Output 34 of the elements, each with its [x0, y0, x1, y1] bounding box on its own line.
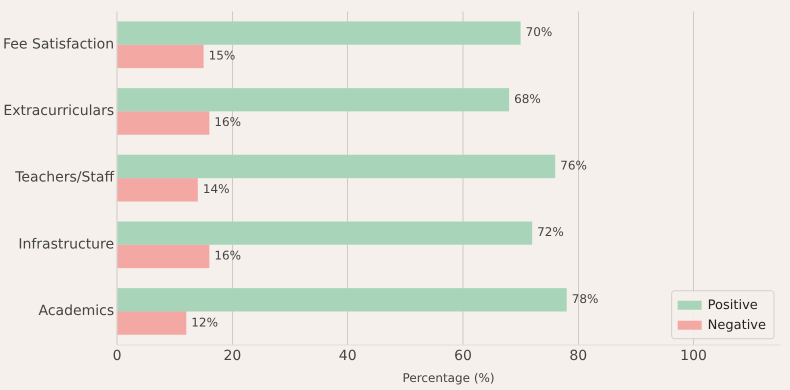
data-label: 16% — [214, 248, 242, 263]
y-tick-label: Academics — [38, 303, 114, 320]
y-tick-label: Fee Satisfaction — [3, 36, 114, 52]
data-label: 68% — [514, 92, 541, 106]
data-label: 72% — [537, 225, 564, 240]
y-tick-label: Teachers/Staff — [14, 170, 114, 186]
bar — [118, 21, 521, 45]
x-tick-label: 40 — [338, 348, 357, 364]
data-label: 70% — [526, 25, 552, 40]
x-tick-label: 0 — [112, 348, 122, 364]
data-label: 12% — [191, 315, 218, 330]
data-label: 15% — [208, 48, 236, 63]
bar — [118, 154, 556, 178]
data-label: 14% — [202, 182, 230, 196]
bar — [118, 178, 198, 202]
legend-label: Negative — [708, 318, 766, 334]
bar — [118, 221, 532, 245]
bar — [118, 311, 186, 335]
legend-label: Positive — [708, 298, 758, 314]
x-tick-label: 60 — [454, 348, 472, 364]
data-label: 16% — [214, 115, 242, 130]
x-tick-label: 100 — [680, 348, 707, 364]
data-label: 76% — [560, 158, 587, 173]
x-tick-label: 20 — [223, 348, 242, 364]
bar — [118, 111, 210, 135]
bar — [118, 88, 510, 112]
x-tick-label: 80 — [569, 348, 588, 364]
x-axis-title: Percentage (%) — [402, 370, 495, 385]
bar — [118, 244, 210, 268]
bar — [118, 288, 567, 312]
y-tick-label: Extracurriculars — [3, 103, 114, 120]
bar — [118, 44, 204, 68]
y-tick-label: Infrastructure — [18, 236, 114, 252]
data-label: 78% — [572, 292, 598, 306]
